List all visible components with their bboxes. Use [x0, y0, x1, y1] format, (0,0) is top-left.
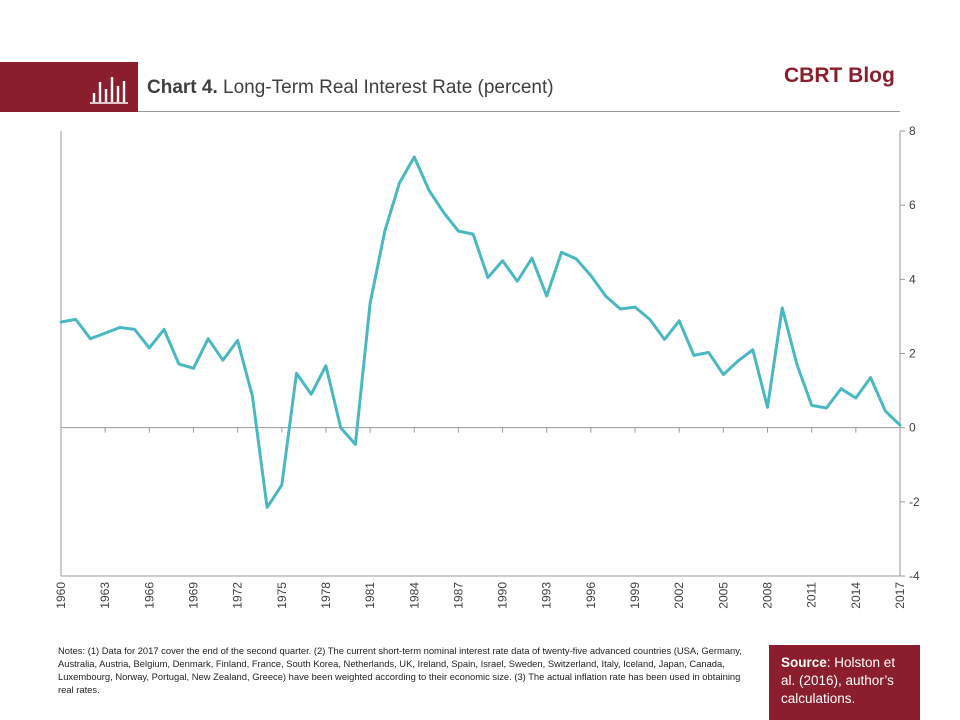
x-tick-label: 2005	[716, 582, 730, 609]
source-text: : Holston et al. (2016), author’s calcul…	[781, 655, 896, 706]
x-tick-label: 2014	[849, 582, 863, 609]
x-tick-label: 1981	[363, 582, 377, 609]
y-tick-label: 6	[909, 198, 916, 212]
x-tick-label: 2011	[805, 582, 819, 608]
x-tick-label: 1972	[231, 582, 245, 609]
x-tick-label: 1963	[98, 582, 112, 609]
title-banner	[0, 62, 138, 112]
x-tick-label: 1960	[54, 582, 68, 609]
x-tick-label: 1978	[319, 582, 333, 609]
x-tick-label: 2008	[761, 582, 775, 609]
brand-label: CBRT Blog	[784, 64, 895, 87]
x-tick-label: 1990	[496, 582, 510, 609]
y-tick-label: 0	[909, 421, 916, 435]
title-divider	[138, 111, 900, 112]
chart-notes: Notes: (1) Data for 2017 cover the end o…	[58, 645, 742, 695]
x-tick-label: 1996	[584, 582, 598, 609]
y-tick-label: 4	[909, 272, 916, 286]
x-tick-label: 1984	[407, 582, 421, 609]
chart-title: Chart 4. Long-Term Real Interest Rate (p…	[147, 77, 554, 99]
chart-title-number: Chart 4.	[147, 77, 218, 98]
series-line	[59, 155, 902, 509]
y-tick-label: 2	[909, 347, 916, 361]
y-tick-label: 8	[909, 124, 916, 138]
x-tick-label: 1999	[628, 582, 642, 609]
x-tick-label: 2002	[672, 582, 686, 609]
x-tick-label: 1969	[186, 582, 200, 609]
x-tick-label: 1975	[275, 582, 289, 609]
source-label: Source	[781, 655, 827, 670]
chart-title-text: Long-Term Real Interest Rate (percent)	[223, 77, 554, 98]
y-tick-label: -2	[909, 495, 920, 509]
source-box: Source: Holston et al. (2016), author’s …	[769, 645, 920, 720]
bar-chart-icon	[90, 77, 128, 104]
y-tick-label: -4	[909, 569, 920, 583]
x-tick-label: 1993	[540, 582, 554, 609]
x-tick-label: 2017	[893, 582, 907, 609]
x-tick-label: 1966	[142, 582, 156, 609]
x-tick-label: 1987	[451, 582, 465, 609]
